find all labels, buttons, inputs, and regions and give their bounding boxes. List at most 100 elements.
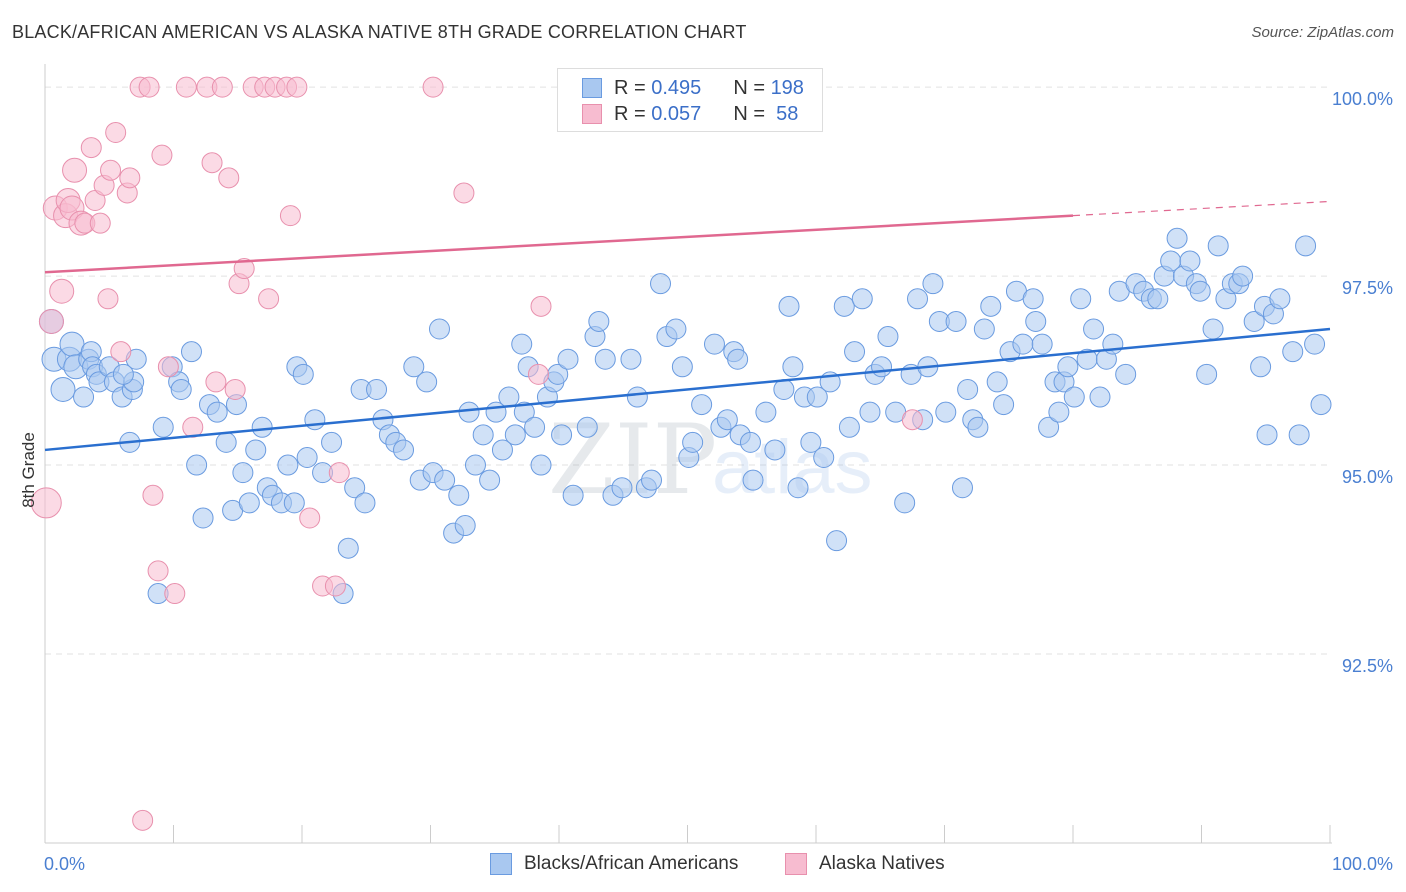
bottom-legend-swatch-alaska [785, 853, 807, 875]
point-blue-161 [1070, 288, 1092, 310]
point-blue-154 [1031, 333, 1053, 355]
point-blue-164 [1089, 386, 1111, 408]
point-blue-196 [1304, 333, 1326, 355]
point-blue-4 [59, 331, 85, 357]
point-blue-145 [973, 318, 995, 340]
point-blue-73 [498, 386, 520, 408]
point-blue-57 [393, 439, 415, 461]
point-pink-43 [279, 205, 301, 227]
point-blue-74 [504, 424, 526, 446]
point-blue-157 [1048, 401, 1070, 423]
legend-r-value: 0.057 [651, 102, 702, 125]
point-pink-26 [157, 356, 179, 378]
point-blue-134 [907, 288, 929, 310]
point-blue-66 [454, 515, 476, 537]
legend-n-value: 58 [770, 102, 799, 125]
point-blue-110 [742, 469, 764, 491]
axes [44, 64, 1332, 844]
point-blue-50 [344, 477, 366, 499]
point-blue-65 [448, 484, 470, 506]
point-blue-113 [773, 378, 795, 400]
point-pink-50 [453, 182, 475, 204]
point-blue-187 [1243, 310, 1265, 332]
bottom-legend-swatch-blacks [490, 853, 512, 875]
point-blue-127 [859, 401, 881, 423]
point-blue-43 [292, 363, 314, 385]
point-blue-180 [1196, 363, 1218, 385]
x-tick-labels: 0.0% 100.0% [44, 854, 1393, 874]
point-blue-60 [416, 371, 438, 393]
point-blue-89 [594, 348, 616, 370]
point-pink-28 [175, 76, 197, 98]
point-blue-152 [1022, 288, 1044, 310]
point-blue-141 [951, 477, 973, 499]
point-blue-84 [557, 348, 579, 370]
point-blue-93 [626, 386, 648, 408]
point-blue-139 [935, 401, 957, 423]
point-blue-146 [980, 295, 1002, 317]
point-blue-151 [1012, 333, 1034, 355]
trend-lines [44, 200, 1331, 452]
y-tick-label-3: 100.0% [1332, 89, 1393, 109]
point-pink-12 [89, 212, 111, 234]
point-blue-115 [782, 356, 804, 378]
point-blue-33 [232, 462, 254, 484]
point-pink-40 [258, 288, 280, 310]
bottom-legend-blacks: Blacks/African Americans [490, 852, 738, 876]
point-blue-21 [152, 416, 174, 438]
y-tick-label-0: 92.5% [1342, 656, 1393, 676]
point-blue-140 [945, 310, 967, 332]
point-pink-44 [286, 76, 308, 98]
point-blue-91 [611, 477, 633, 499]
bottom-legend-alaska: Alaska Natives [785, 852, 945, 876]
point-blue-132 [894, 492, 916, 514]
point-blue-79 [530, 454, 552, 476]
legend-row-blacks: R = 0.495 N = 198 [582, 75, 804, 101]
point-blue-177 [1179, 250, 1201, 272]
point-blue-27 [192, 507, 214, 529]
chart-source: Source: ZipAtlas.com [1251, 24, 1394, 41]
point-blue-181 [1202, 318, 1224, 340]
point-blue-83 [551, 424, 573, 446]
point-blue-68 [464, 454, 486, 476]
x-tick-label-0: 0.0% [44, 854, 85, 874]
legend-r-value: 0.495 [651, 76, 702, 99]
point-blue-25 [180, 341, 202, 363]
point-blue-111 [755, 401, 777, 423]
point-pink-22 [138, 76, 160, 98]
point-blue-160 [1063, 386, 1085, 408]
point-pink-47 [324, 575, 346, 597]
point-blue-172 [1147, 288, 1169, 310]
point-pink-45 [299, 507, 321, 529]
point-blue-120 [813, 447, 835, 468]
point-blue-24 [170, 378, 192, 400]
point-blue-47 [321, 431, 343, 453]
point-blue-159 [1057, 356, 1079, 378]
point-blue-129 [871, 356, 893, 378]
point-pink-17 [110, 341, 132, 363]
point-pink-10 [80, 137, 102, 159]
point-blue-70 [479, 469, 501, 491]
point-blue-40 [277, 454, 299, 476]
point-pink-25 [151, 144, 173, 166]
point-blue-124 [838, 416, 860, 438]
point-blue-75 [511, 333, 533, 355]
point-pink-31 [201, 152, 223, 174]
y-tick-labels: 92.5% 95.0% 97.5% 100.0% [1332, 89, 1393, 676]
point-blue-163 [1083, 318, 1105, 340]
point-blue-192 [1269, 288, 1291, 310]
point-pink-35 [224, 378, 246, 400]
point-blue-148 [993, 394, 1015, 416]
point-blue-49 [337, 537, 359, 559]
point-blue-95 [641, 469, 663, 491]
point-blue-69 [472, 424, 494, 446]
point-pink-21 [132, 809, 154, 831]
point-blue-116 [787, 477, 809, 499]
point-blue-107 [727, 348, 749, 370]
point-blue-53 [366, 378, 388, 400]
point-blue-123 [833, 295, 855, 317]
trend-line-blacks [44, 327, 1331, 452]
point-blue-155 [1038, 416, 1060, 438]
y-tick-label-2: 97.5% [1342, 278, 1393, 298]
point-blue-142 [957, 378, 979, 400]
